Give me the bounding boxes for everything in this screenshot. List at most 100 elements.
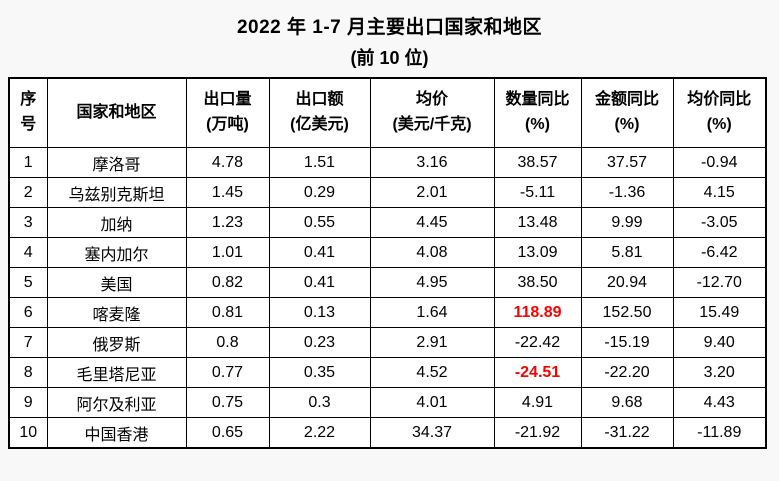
table-row: 6 喀麦隆 0.81 0.13 1.64 118.89 152.50 15.49: [8, 297, 767, 328]
cell-export-volume: 0.77: [185, 357, 270, 388]
cell-avg-price: 4.08: [369, 237, 495, 268]
cell-price-yoy: 15.49: [672, 297, 767, 328]
page-title: 2022 年 1-7 月主要出口国家和地区: [236, 17, 543, 38]
cell-qty-yoy: 4.91: [493, 387, 582, 418]
cell-export-volume: 0.8: [185, 327, 270, 358]
cell-qty-yoy: 13.09: [493, 237, 582, 268]
header-export-volume-line1: 出口量: [203, 91, 252, 109]
header-avg-price-line2: (美元/千克): [392, 116, 472, 133]
cell-rank: 1: [8, 147, 48, 178]
cell-country: 喀麦隆: [46, 297, 187, 328]
cell-export-value: 0.35: [268, 357, 371, 388]
header-country-line1: 国家和地区: [76, 103, 157, 121]
cell-avg-price: 34.37: [369, 417, 495, 449]
header-amt-yoy-line1: 金额同比: [594, 91, 659, 109]
table-row: 9 阿尔及利亚 0.75 0.3 4.01 4.91 9.68 4.43: [8, 387, 767, 418]
cell-avg-price: 2.91: [369, 327, 495, 358]
header-amt-yoy-line2: (%): [614, 116, 640, 133]
header-export-volume: 出口量 (万吨): [185, 77, 270, 148]
cell-price-yoy: 4.15: [672, 177, 767, 208]
cell-export-volume: 1.23: [185, 207, 270, 238]
header-no-line1: 序: [20, 91, 37, 109]
cell-avg-price: 4.95: [369, 267, 495, 298]
cell-export-volume: 0.65: [185, 417, 270, 449]
cell-country: 摩洛哥: [46, 147, 187, 178]
cell-amt-yoy: 9.68: [580, 387, 674, 418]
cell-avg-price: 2.01: [369, 177, 495, 208]
cell-price-yoy: -11.89: [672, 417, 767, 449]
cell-country: 加纳: [46, 207, 187, 238]
cell-amt-yoy: 5.81: [580, 237, 674, 268]
cell-price-yoy: -12.70: [672, 267, 767, 298]
cell-country: 毛里塔尼亚: [46, 357, 187, 388]
cell-amt-yoy: 9.99: [580, 207, 674, 238]
cell-rank: 2: [8, 177, 48, 208]
table-row: 3 加纳 1.23 0.55 4.45 13.48 9.99 -3.05: [8, 207, 767, 238]
header-qty-yoy-line2: (%): [525, 116, 550, 133]
cell-country: 乌兹别克斯坦: [46, 177, 187, 208]
cell-export-value: 0.13: [268, 297, 371, 328]
page-subtitle: (前 10 位): [350, 48, 429, 68]
cell-price-yoy: -0.94: [672, 147, 767, 178]
table-row: 10 中国香港 0.65 2.22 34.37 -21.92 -31.22 -1…: [8, 417, 767, 449]
cell-avg-price: 1.64: [369, 297, 495, 328]
header-row: 序 号 国家和地区 出口量 (万吨) 出口额 (亿美元) 均价 (美元/千: [8, 77, 767, 148]
cell-country: 俄罗斯: [46, 327, 187, 358]
cell-export-value: 1.51: [268, 147, 371, 178]
cell-price-yoy: -6.42: [672, 237, 767, 268]
cell-country: 中国香港: [46, 417, 187, 449]
cell-export-volume: 4.78: [185, 147, 270, 178]
cell-avg-price: 4.01: [369, 387, 495, 418]
cell-export-volume: 0.75: [185, 387, 270, 418]
cell-export-value: 0.23: [268, 327, 371, 358]
cell-avg-price: 4.52: [369, 357, 495, 388]
cell-rank: 3: [8, 207, 48, 238]
cell-amt-yoy: -15.19: [580, 327, 674, 358]
cell-qty-yoy: 38.50: [493, 267, 582, 298]
cell-country: 塞内加尔: [46, 237, 187, 268]
cell-export-volume: 0.81: [185, 297, 270, 328]
cell-export-value: 0.41: [268, 237, 371, 268]
cell-price-yoy: 3.20: [672, 357, 767, 388]
header-export-value-line1: 出口额: [295, 91, 344, 109]
cell-export-value: 0.41: [268, 267, 371, 298]
cell-qty-yoy: -24.51: [493, 357, 582, 388]
cell-export-value: 0.29: [268, 177, 371, 208]
export-stats-table: 序 号 国家和地区 出口量 (万吨) 出口额 (亿美元) 均价 (美元/千: [8, 77, 767, 449]
header-country: 国家和地区: [46, 77, 187, 148]
header-export-value-line2: (亿美元): [290, 116, 349, 133]
header-qty-yoy-line1: 数量同比: [505, 91, 570, 109]
cell-rank: 7: [8, 327, 48, 358]
table-body: 1 摩洛哥 4.78 1.51 3.16 38.57 37.57 -0.94 2…: [8, 147, 767, 449]
cell-country: 阿尔及利亚: [46, 387, 187, 418]
cell-price-yoy: 4.43: [672, 387, 767, 418]
cell-amt-yoy: -1.36: [580, 177, 674, 208]
table-row: 4 塞内加尔 1.01 0.41 4.08 13.09 5.81 -6.42: [8, 237, 767, 268]
cell-export-value: 0.3: [268, 387, 371, 418]
header-no-line2: 号: [20, 116, 37, 133]
header-qty-yoy: 数量同比 (%): [493, 77, 582, 148]
cell-amt-yoy: 152.50: [580, 297, 674, 328]
table-row: 7 俄罗斯 0.8 0.23 2.91 -22.42 -15.19 9.40: [8, 327, 767, 358]
cell-export-volume: 1.45: [185, 177, 270, 208]
cell-amt-yoy: 37.57: [580, 147, 674, 178]
cell-qty-yoy: -5.11: [493, 177, 582, 208]
header-price-yoy-line2: (%): [706, 116, 732, 133]
table-row: 2 乌兹别克斯坦 1.45 0.29 2.01 -5.11 -1.36 4.15: [8, 177, 767, 208]
report-page: 2022 年 1-7 月主要出口国家和地区 (前 10 位) 序 号 国家和地区: [8, 17, 767, 449]
cell-avg-price: 4.45: [369, 207, 495, 238]
cell-amt-yoy: -22.20: [580, 357, 674, 388]
cell-qty-yoy: -21.92: [493, 417, 582, 449]
header-price-yoy: 均价同比 (%): [672, 77, 767, 148]
header-avg-price-line1: 均价: [415, 91, 448, 109]
cell-export-value: 2.22: [268, 417, 371, 449]
cell-rank: 9: [8, 387, 48, 418]
cell-export-volume: 0.82: [185, 267, 270, 298]
cell-qty-yoy: 118.89: [493, 297, 582, 328]
cell-qty-yoy: 38.57: [493, 147, 582, 178]
cell-export-volume: 1.01: [185, 237, 270, 268]
table-row: 8 毛里塔尼亚 0.77 0.35 4.52 -24.51 -22.20 3.2…: [8, 357, 767, 388]
header-price-yoy-line1: 均价同比: [687, 91, 752, 109]
cell-rank: 10: [8, 417, 48, 449]
cell-qty-yoy: 13.48: [493, 207, 582, 238]
